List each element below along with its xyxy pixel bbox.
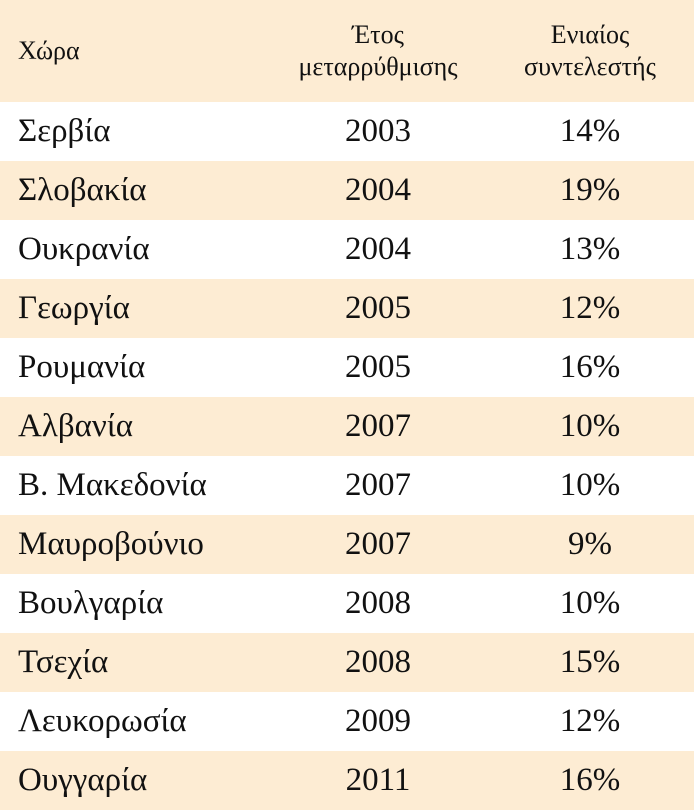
- table-cell: 2007: [345, 408, 411, 444]
- table-cell: 2008: [345, 585, 411, 621]
- table-cell: Βουλγαρία: [18, 585, 164, 621]
- table-cell: 9%: [568, 526, 612, 562]
- table-row: Αλβανία 2007 10%: [0, 397, 694, 456]
- table-row: Σερβία 2003 14%: [0, 102, 694, 161]
- table-cell: 2003: [345, 113, 411, 149]
- table-cell: Ουγγαρία: [18, 762, 148, 798]
- header-text: Έτος μεταρρύθμισης: [298, 20, 458, 81]
- header-row: Χώρα Έτος μεταρρύθμισης Ενιαίος συντελεστή…: [0, 0, 694, 102]
- table-cell: 10%: [559, 585, 621, 621]
- table-cell: 2007: [345, 526, 411, 562]
- table-cell: 12%: [559, 703, 621, 739]
- table-cell: 13%: [559, 231, 621, 267]
- table-row: Ρουμανία 2005 16%: [0, 338, 694, 397]
- table-cell: 16%: [559, 349, 621, 385]
- table-cell: Αλβανία: [18, 408, 134, 444]
- table-cell: 10%: [559, 467, 621, 503]
- table-cell: 19%: [559, 172, 621, 208]
- table-cell: 10%: [559, 408, 621, 444]
- table-row: Γεωργία 2005 12%: [0, 279, 694, 338]
- table-cell: Σερβία: [18, 113, 111, 149]
- table-cell: 2009: [345, 703, 411, 739]
- table-cell: 2007: [345, 467, 411, 503]
- table-cell: Λευκορωσία: [18, 703, 187, 739]
- table-row: Λευκορωσία 2009 12%: [0, 692, 694, 751]
- table-cell: Ουκρανία: [18, 231, 150, 267]
- table-cell: 2004: [345, 172, 411, 208]
- table-row: Β. Μακεδονία 2007 10%: [0, 456, 694, 515]
- table-cell: 15%: [559, 644, 621, 680]
- table-row: Σλοβακία 2004 19%: [0, 161, 694, 220]
- table-row: Μαυροβούνιο 2007 9%: [0, 515, 694, 574]
- table-cell: 2005: [345, 290, 411, 326]
- table-cell: 2005: [345, 349, 411, 385]
- table-cell: Τσεχία: [18, 644, 109, 680]
- table-cell: 2004: [345, 231, 411, 267]
- table-row: Τσεχία 2008 15%: [0, 633, 694, 692]
- header-cell: Ενιαίος συντελεστής: [486, 19, 694, 83]
- table-cell: Σλοβακία: [18, 172, 147, 208]
- header-cell: Έτος μεταρρύθμισης: [270, 19, 486, 83]
- table-cell: 16%: [559, 762, 621, 798]
- table-cell: 14%: [559, 113, 621, 149]
- table-cell: Ρουμανία: [18, 349, 146, 385]
- table-cell: 2011: [345, 762, 411, 798]
- header-cell: Χώρα: [0, 35, 270, 67]
- table-row: Ουγγαρία 2011 16%: [0, 751, 694, 810]
- table-cell: 2008: [345, 644, 411, 680]
- table-row: Βουλγαρία 2008 10%: [0, 574, 694, 633]
- header-text: Ενιαίος συντελεστής: [524, 20, 656, 81]
- table-cell: Γεωργία: [18, 290, 130, 326]
- table-cell: 12%: [559, 290, 621, 326]
- table-row: Ουκρανία 2004 13%: [0, 220, 694, 279]
- table-cell: Μαυροβούνιο: [18, 526, 204, 562]
- table-cell: Β. Μακεδονία: [18, 467, 207, 503]
- header-text: Χώρα: [18, 36, 80, 65]
